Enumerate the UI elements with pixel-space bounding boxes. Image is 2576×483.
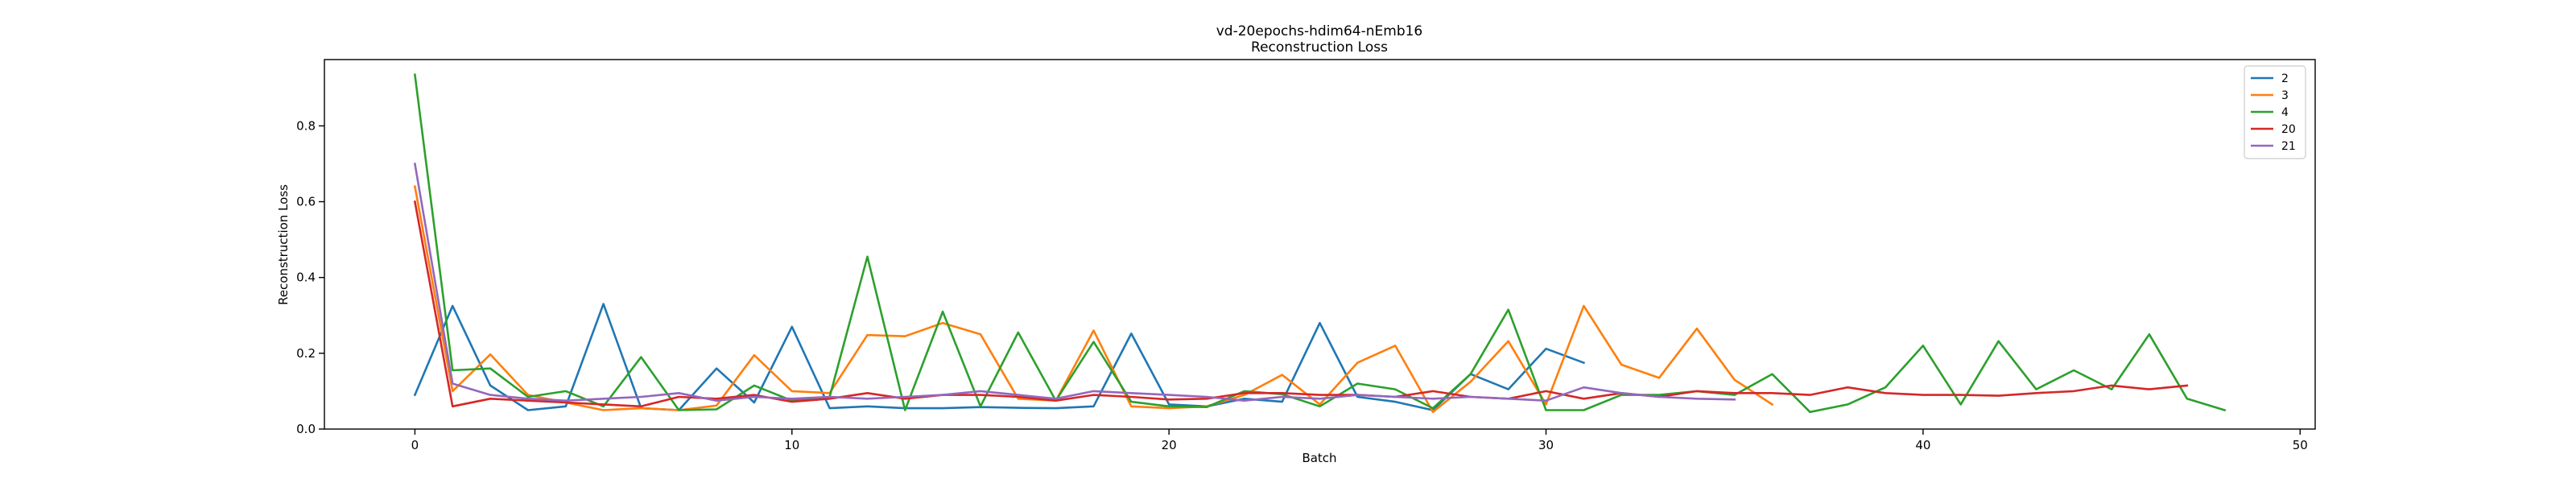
series-line-20 (413, 200, 2189, 408)
series-line-4 (413, 73, 2227, 414)
y-tick-label-0.8: 0.8 (296, 118, 316, 133)
x-tick-label-40: 40 (1915, 438, 1930, 452)
legend-label-20: 20 (2281, 123, 2296, 136)
series-line-2 (413, 303, 1586, 411)
y-axis-label: Reconstruction Loss (276, 184, 291, 305)
plot-frame (324, 59, 2316, 430)
y-tick-label-0.0: 0.0 (296, 422, 316, 436)
legend-label-4: 4 (2281, 106, 2289, 119)
series-layer (413, 73, 2227, 414)
y-tick-label-0.6: 0.6 (296, 195, 316, 209)
x-axis-label: Batch (1302, 451, 1336, 465)
chart-subtitle: Reconstruction Loss (1251, 39, 1388, 56)
x-tick-label-30: 30 (1538, 438, 1554, 452)
axes-layer: 0 10 20 30 40 50 0.0 0.2 0.4 0.6 0.8 (296, 59, 2316, 452)
x-tick-label-50: 50 (2293, 438, 2308, 452)
y-tick-label-0.4: 0.4 (296, 270, 316, 285)
series-line-3 (413, 185, 1774, 414)
x-tick-label-10: 10 (784, 438, 799, 452)
legend-label-3: 3 (2281, 89, 2289, 102)
x-tick-label-0: 0 (411, 438, 419, 452)
legend-label-21: 21 (2281, 140, 2296, 153)
series-line-21 (413, 162, 1736, 402)
legend-label-2: 2 (2281, 72, 2289, 85)
legend: 2 3 4 20 21 (2244, 65, 2306, 159)
y-tick-label-0.2: 0.2 (296, 346, 316, 361)
chart-title: vd-20epochs-hdim64-nEmb16 (1216, 23, 1423, 39)
legend-box (2244, 65, 2306, 159)
x-tick-label-20: 20 (1162, 438, 1177, 452)
